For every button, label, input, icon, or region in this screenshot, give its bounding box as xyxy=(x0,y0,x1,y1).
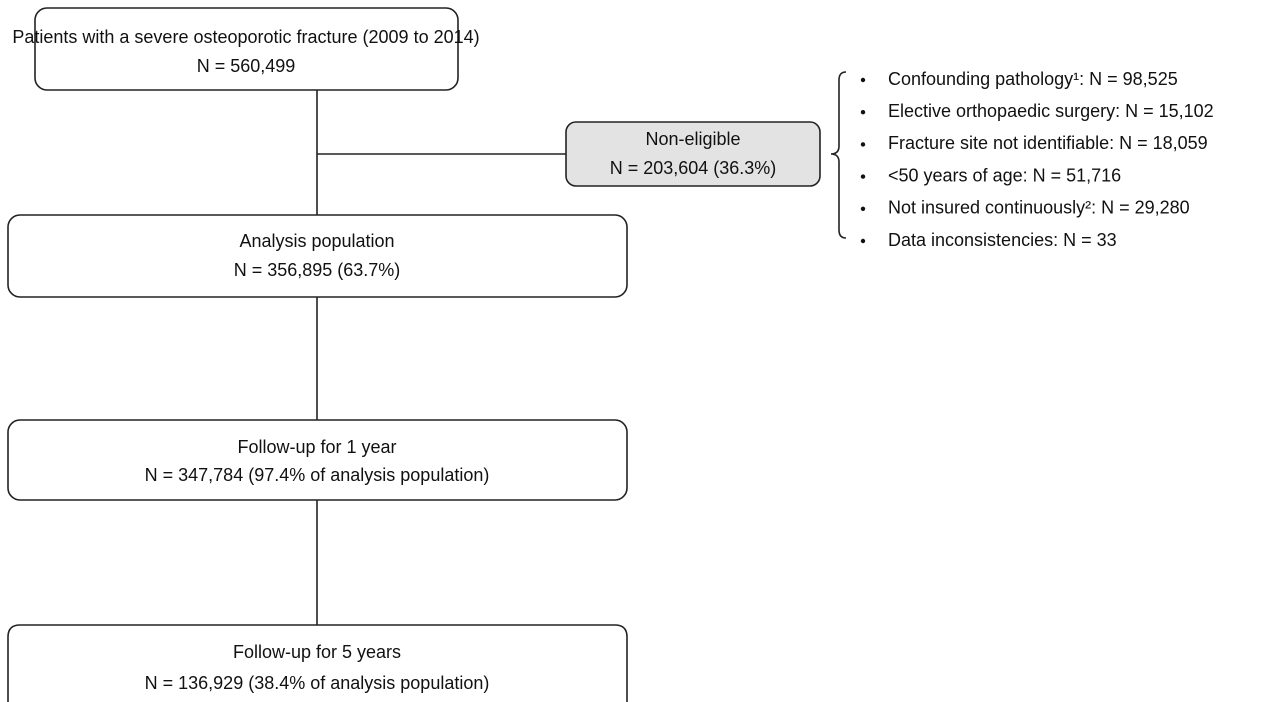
node-label: Patients with a severe osteoporotic frac… xyxy=(12,27,479,47)
node-count: N = 203,604 (36.3%) xyxy=(610,158,777,178)
exclusion-item: <50 years of age: N = 51,716 xyxy=(888,165,1121,185)
node-count: N = 347,784 (97.4% of analysis populatio… xyxy=(145,465,490,485)
bullet xyxy=(860,238,866,244)
exclusion-item: Data inconsistencies: N = 33 xyxy=(888,230,1117,250)
exclusion-item: Elective orthopaedic surgery: N = 15,102 xyxy=(888,101,1214,121)
node-count: N = 560,499 xyxy=(197,56,296,76)
exclusion-item: Confounding pathology¹: N = 98,525 xyxy=(888,69,1178,89)
box-analysis xyxy=(7,214,628,298)
box-excluded xyxy=(565,121,821,187)
node-label: Follow-up for 1 year xyxy=(237,437,396,457)
box-followup-5 xyxy=(7,624,628,702)
node-count: N = 356,895 (63.7%) xyxy=(234,260,401,280)
bullet xyxy=(860,142,866,147)
bullet xyxy=(860,77,866,83)
node-label: Follow-up for 5 years xyxy=(233,642,401,662)
bullet xyxy=(860,206,866,211)
exclusion-item: Not insured continuously²: N = 29,280 xyxy=(888,198,1190,218)
box-followup-1 xyxy=(7,419,628,501)
bullet xyxy=(860,110,866,115)
bullet xyxy=(860,174,866,179)
bracket xyxy=(830,71,847,239)
exclusion-item: Fracture site not identifiable: N = 18,0… xyxy=(888,133,1208,153)
box-start xyxy=(34,7,459,91)
node-count: N = 136,929 (38.4% of analysis populatio… xyxy=(145,673,490,693)
node-label: Analysis population xyxy=(239,231,394,251)
node-label: Non-eligible xyxy=(645,129,740,149)
